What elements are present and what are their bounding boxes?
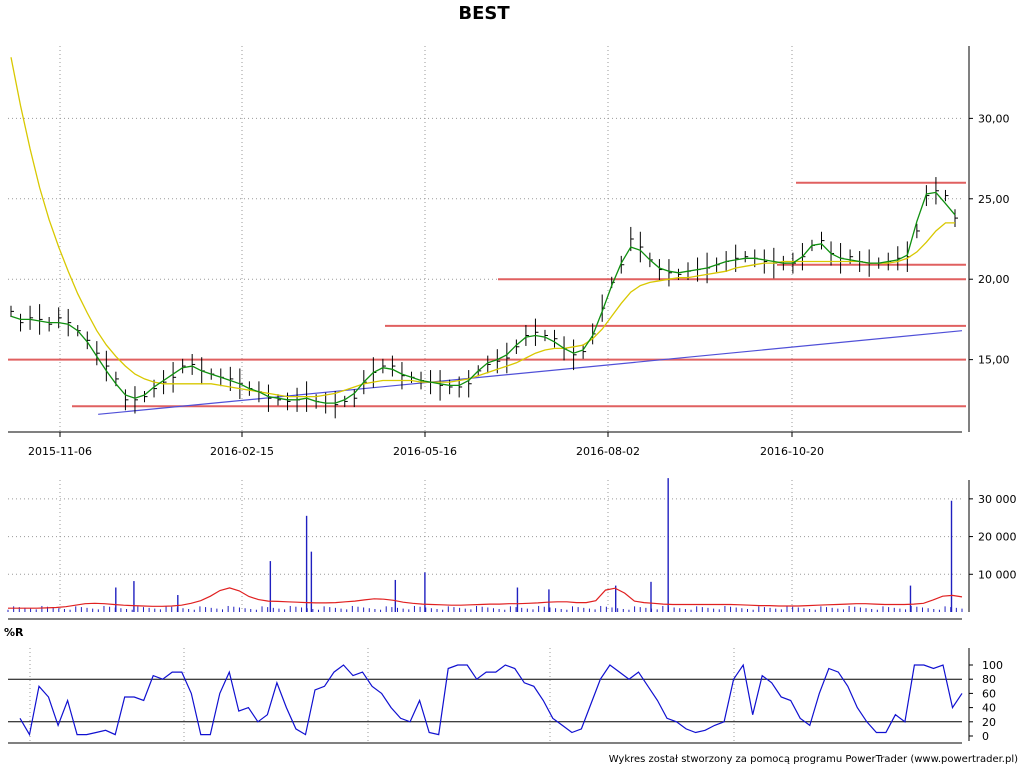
volume-bars bbox=[7, 478, 963, 612]
volume-panel: 10 000 20 000 30 000 bbox=[7, 478, 1017, 620]
moving-average-long bbox=[10, 57, 955, 398]
support-resistance-levels bbox=[8, 181, 966, 408]
chart-title: BEST bbox=[458, 3, 510, 24]
oscillator-ytick-label-4: 80 bbox=[982, 673, 996, 686]
volume-ytick-label-0: 10 000 bbox=[978, 568, 1017, 581]
oscillator-ytick-label-5: 100 bbox=[982, 659, 1003, 672]
price-panel: 15,00 20,00 25,00 30,00 2015-11-06 2016-02-1… bbox=[8, 46, 1010, 458]
oscillator-ytick-label-3: 60 bbox=[982, 687, 996, 700]
moving-average-short-line bbox=[10, 191, 956, 404]
date-tick-label-4: 2016-10-20 bbox=[760, 445, 824, 458]
volume-y-ticks: 10 000 20 000 30 000 bbox=[969, 493, 1017, 581]
trend-line-segment bbox=[98, 330, 963, 415]
volume-average-line bbox=[8, 587, 963, 609]
date-x-ticks: 2015-11-06 2016-02-15 2016-05-16 2016-08-02… bbox=[28, 432, 824, 458]
date-tick-label-2: 2016-05-16 bbox=[393, 445, 457, 458]
date-tick-label-1: 2016-02-15 bbox=[210, 445, 274, 458]
volume-ytick-label-2: 30 000 bbox=[978, 493, 1017, 506]
price-ytick-label-2: 25,00 bbox=[978, 193, 1010, 206]
volume-grid bbox=[8, 480, 962, 612]
oscillator-ytick-label-2: 40 bbox=[982, 702, 996, 715]
date-tick-label-3: 2016-08-02 bbox=[576, 445, 640, 458]
moving-average-long-line bbox=[10, 57, 955, 398]
price-grid bbox=[8, 46, 962, 432]
date-tick-label-0: 2015-11-06 bbox=[28, 445, 92, 458]
oscillator-ytick-label-0: 0 bbox=[982, 730, 989, 743]
oscillator-line bbox=[19, 663, 963, 737]
oscillator-reference-lines bbox=[8, 678, 962, 723]
price-ytick-label-3: 30,00 bbox=[978, 112, 1010, 125]
moving-average-short bbox=[10, 191, 956, 404]
volume-ytick-label-1: 20 000 bbox=[978, 531, 1017, 544]
price-ytick-label-1: 20,00 bbox=[978, 273, 1010, 286]
footer-credit: Wykres został stworzony za pomocą progra… bbox=[609, 754, 1018, 765]
oscillator-ytick-label-1: 20 bbox=[982, 716, 996, 729]
trend-line bbox=[98, 330, 963, 415]
williams-r-line bbox=[19, 663, 963, 737]
volume-average bbox=[8, 587, 963, 609]
oscillator-label: %R bbox=[4, 626, 24, 639]
price-y-ticks: 15,00 20,00 25,00 30,00 bbox=[969, 112, 1010, 367]
price-ytick-label-0: 15,00 bbox=[978, 354, 1010, 367]
